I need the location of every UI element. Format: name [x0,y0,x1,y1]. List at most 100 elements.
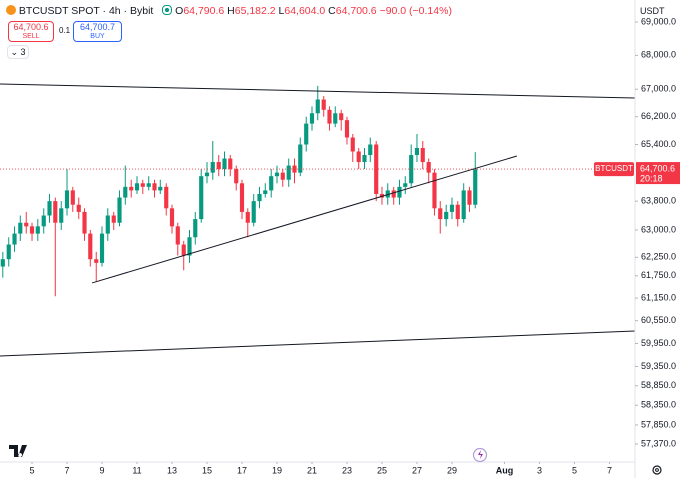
symbol-tag-label: BTCUSDT [595,164,633,173]
candle-body [123,186,128,198]
candle-body [397,186,402,198]
candle-body [140,183,145,187]
candle-body [117,197,122,223]
candle-body [309,113,315,124]
tv-logo [9,445,27,457]
candle-body [88,233,93,260]
candle-body [199,176,204,220]
x-tick-label: 17 [237,465,247,475]
candle-body [152,183,157,191]
candle-body [187,237,192,256]
candle-body [158,186,163,191]
axes: 69,000.0 68,000.0 67,000.0 66,200.0 65,400.0… [30,16,680,475]
y-tick-label: 58,850.0 [641,380,676,390]
candle-body [204,172,210,177]
buy-label: BUY [90,33,105,40]
candle-body [304,123,309,145]
symbol-tag [594,162,634,177]
candle-body [210,162,215,173]
x-tick-label: 21 [307,465,317,475]
replay-icon [472,447,488,463]
trendline [0,330,635,357]
y-tick-label: 61,150.0 [641,292,676,302]
x-tick-label: 15 [202,465,212,475]
x-tick-label: 7 [607,465,612,475]
candle-body [315,99,320,114]
high-value: 65,182.2 [234,5,276,17]
candle-body [47,201,52,216]
candle-body [385,190,390,198]
candle-body [449,204,455,212]
candle-body [24,222,29,227]
x-tick-label: 3 [537,465,542,475]
candle-body [146,183,151,187]
indicator-toggle[interactable]: ⌄ 3 [7,45,29,59]
spread: 0.1 [59,26,71,35]
candle-body [374,144,379,194]
y-tick-label: 62,250.0 [641,252,676,262]
candle-body [461,190,466,220]
candle-body [18,222,23,234]
candle-body [286,165,291,180]
candle-body [99,233,105,263]
candle-body [59,208,64,223]
candle-body [82,211,87,234]
price-tag-label: 64,700.6 [640,163,675,173]
x-tick-label: 23 [342,465,352,475]
candle-body [403,183,408,187]
candle-body [432,172,437,209]
candle-body [12,233,17,245]
trendline [0,83,635,99]
sell-button[interactable]: 64,700.6 SELL [8,21,54,42]
y-tick-label: 59,350.0 [641,361,676,371]
candle-body [327,109,332,124]
candle-body [41,215,46,227]
candle-body [344,120,350,138]
candle-body [467,190,472,205]
candle-body [29,226,35,234]
indicator-count: 3 [20,47,26,57]
candle-body [239,183,245,212]
candle-body [134,183,140,191]
c-label: C [328,5,336,17]
buy-price: 64,700.7 [79,22,116,32]
candle-body [280,172,285,180]
candle-body [129,186,134,191]
y-tick-label: 63,800.0 [641,196,676,206]
o-label: O [175,5,184,17]
x-tick-label: 19 [272,465,282,475]
y-tick-label: 60,550.0 [641,315,676,325]
plot-area [0,83,635,357]
candle-body [269,176,274,191]
y-tick-label: 61,750.0 [641,270,676,280]
countdown: 20:18 [640,173,663,183]
candle-body [181,244,186,256]
change: −90.0 (−0.14%) [379,5,452,17]
trendline [91,155,518,284]
price-tag [636,162,680,185]
candle-body [111,215,116,223]
x-tick-label: 5 [30,465,35,475]
candle-body [473,169,478,205]
x-tick-label: 27 [412,465,422,475]
y-tick-label: 69,000.0 [641,16,676,26]
candle-body [368,144,373,156]
candle-body [438,208,443,220]
candle-body [245,211,250,223]
candle-body [455,204,460,220]
candle-body [350,137,355,152]
y-tick-label: 67,000.0 [641,84,676,94]
candle-body [105,215,110,234]
candle-body [0,259,5,267]
buy-button[interactable]: 64,700.7 BUY [73,21,122,42]
currency: USDT [640,6,665,16]
y-tick-label: 58,350.0 [641,400,676,410]
candle-body [53,201,58,223]
candle-body [414,147,420,156]
candle-body [216,162,221,170]
h-label: H [227,5,235,17]
candle-body [169,208,175,227]
settings-icon[interactable] [652,465,662,475]
candle-body [321,99,326,110]
